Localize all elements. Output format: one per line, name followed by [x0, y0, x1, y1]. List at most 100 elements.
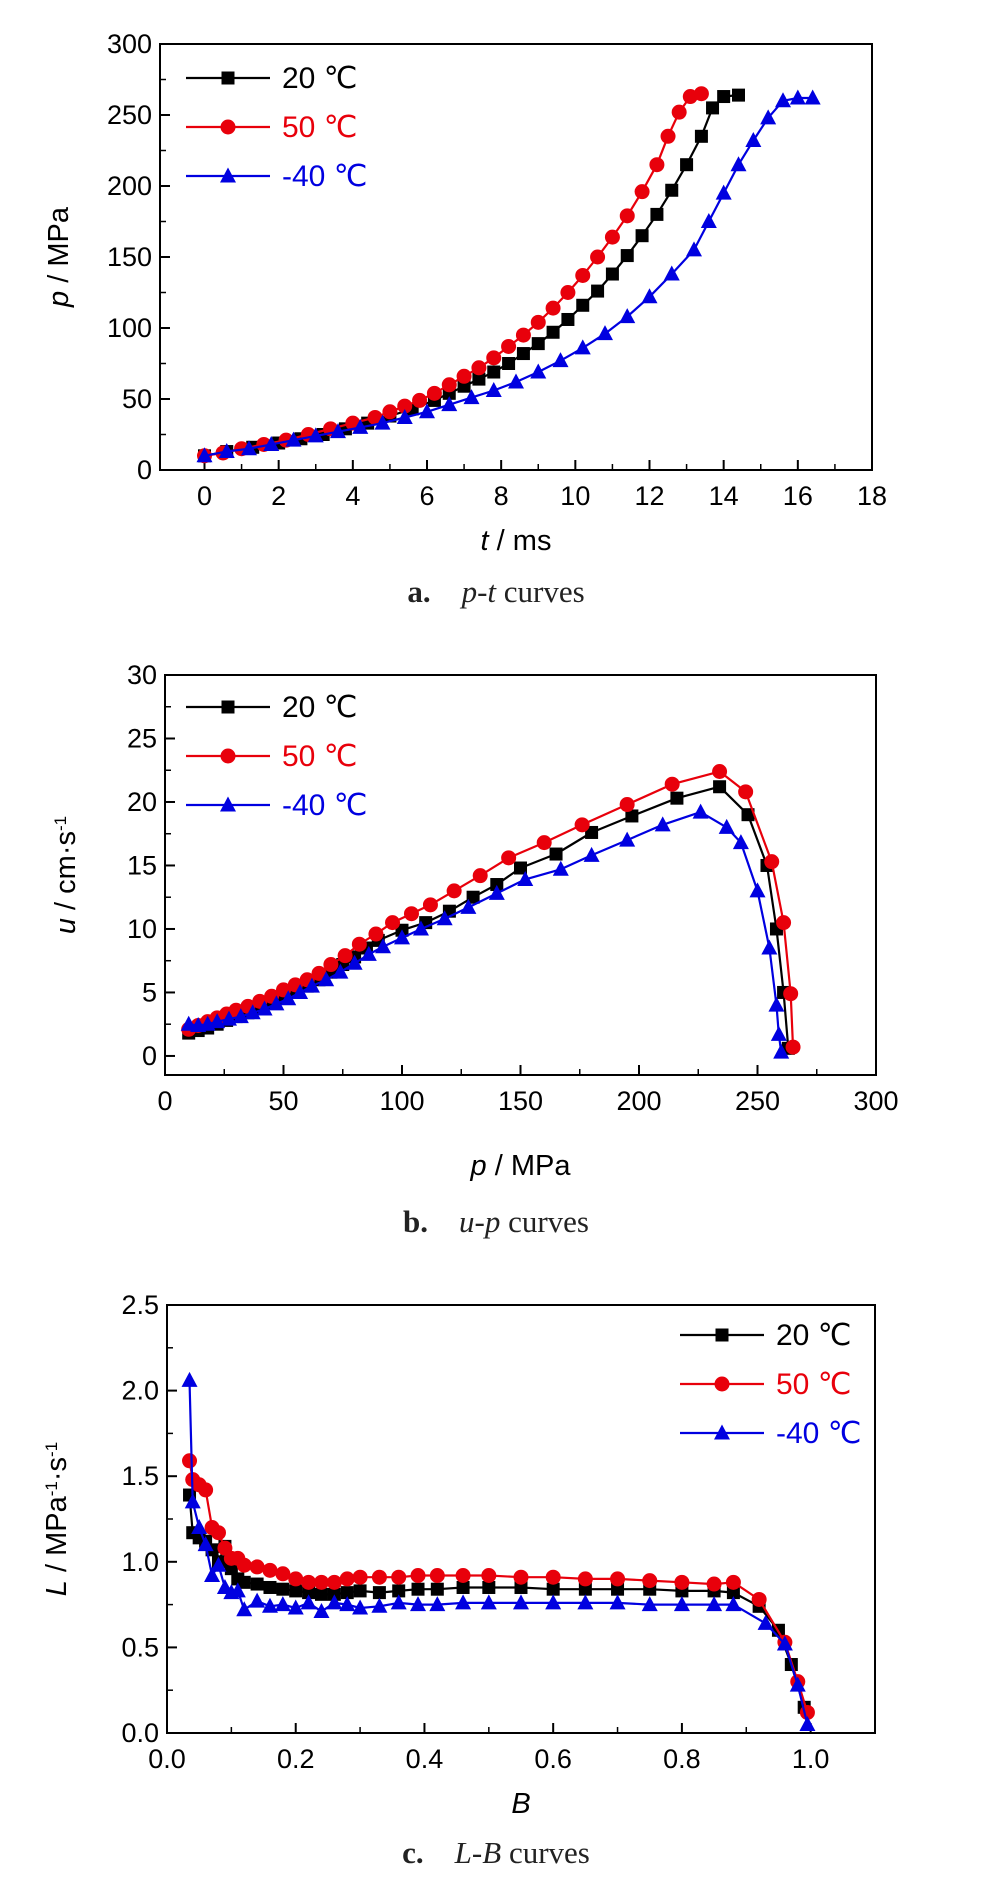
- data-point-marker: [577, 1594, 594, 1610]
- x-tick-label: 2: [271, 481, 286, 511]
- data-point-marker: [318, 971, 335, 987]
- series-0: [198, 88, 745, 463]
- legend-marker: [220, 748, 236, 764]
- series-2: [196, 89, 821, 463]
- x-tick-label: 200: [616, 1086, 661, 1116]
- data-point-marker: [292, 983, 309, 999]
- legend-label: 50 ℃: [282, 740, 357, 773]
- data-point-marker: [372, 1586, 386, 1600]
- data-point-marker: [501, 338, 517, 354]
- data-point-marker: [237, 1575, 251, 1589]
- data-point-marker: [218, 443, 235, 459]
- data-point-marker: [650, 207, 664, 221]
- data-point-marker: [196, 447, 213, 463]
- data-point-marker: [411, 1582, 425, 1596]
- data-point-marker: [351, 936, 367, 952]
- legend: 20 ℃ 50 ℃ -40 ℃: [186, 62, 367, 193]
- data-point-marker: [660, 128, 676, 144]
- data-point-marker: [241, 440, 257, 456]
- data-point-marker: [486, 350, 502, 366]
- data-point-marker: [481, 1567, 497, 1583]
- data-point-marker: [576, 298, 590, 312]
- data-point-marker: [513, 1569, 529, 1585]
- data-point-marker: [513, 1594, 529, 1610]
- data-point-marker: [285, 431, 302, 447]
- data-point-marker: [641, 1596, 658, 1612]
- legend-marker: [714, 1376, 730, 1392]
- data-point-marker: [706, 1576, 722, 1592]
- data-point-marker: [323, 957, 339, 973]
- data-point-marker: [706, 101, 720, 115]
- data-point-marker: [757, 1614, 774, 1630]
- series-line: [188, 810, 783, 1053]
- data-point-marker: [311, 965, 327, 981]
- data-point-marker: [545, 1594, 562, 1610]
- x-tick-label: 0.0: [148, 1744, 186, 1774]
- data-point-marker: [456, 368, 472, 384]
- x-tick-label: 18: [857, 481, 887, 511]
- data-point-marker: [367, 409, 383, 425]
- data-point-marker: [552, 860, 569, 876]
- series-line: [204, 92, 702, 457]
- y-tick-label: 1.5: [121, 1461, 159, 1491]
- data-point-marker: [232, 1008, 249, 1024]
- data-point-marker: [516, 347, 530, 361]
- data-point-marker: [303, 977, 320, 993]
- data-point-marker: [368, 926, 384, 942]
- data-point-marker: [546, 1582, 560, 1596]
- x-tick-label: 250: [735, 1086, 780, 1116]
- data-point-marker: [670, 791, 684, 805]
- data-point-marker: [578, 1582, 592, 1596]
- data-point-marker: [480, 1594, 497, 1610]
- data-point-marker: [663, 265, 680, 281]
- data-point-marker: [789, 1676, 806, 1692]
- data-point-marker: [713, 780, 727, 794]
- x-axis-label: p / MPa: [470, 1150, 572, 1182]
- legend-marker: [220, 119, 236, 135]
- data-point-marker: [268, 995, 285, 1011]
- x-tick-label: 0: [197, 481, 212, 511]
- y-tick-label: 0: [142, 1041, 157, 1071]
- data-point-marker: [665, 183, 679, 197]
- data-point-marker: [300, 1594, 317, 1610]
- data-point-marker: [773, 1043, 790, 1059]
- x-tick-label: 100: [379, 1086, 424, 1116]
- data-point-marker: [611, 1582, 625, 1596]
- data-point-marker: [261, 1597, 278, 1613]
- y-tick-label: 2.5: [121, 1290, 159, 1320]
- data-point-marker: [761, 939, 778, 955]
- data-point-marker: [262, 1562, 278, 1578]
- data-point-marker: [501, 850, 517, 866]
- y-tick-label: 30: [127, 660, 157, 690]
- data-point-marker: [256, 1000, 273, 1016]
- data-point-marker: [276, 1582, 290, 1596]
- data-point-marker: [209, 1013, 226, 1029]
- data-point-marker: [536, 835, 552, 851]
- data-point-marker: [326, 1594, 343, 1610]
- data-point-marker: [460, 898, 477, 914]
- data-point-marker: [726, 1586, 740, 1600]
- data-point-marker: [674, 1574, 690, 1590]
- data-point-marker: [412, 920, 429, 936]
- data-point-marker: [244, 1004, 261, 1020]
- x-axis-label: t / ms: [481, 525, 552, 557]
- series-1: [181, 764, 801, 1055]
- data-point-marker: [302, 1586, 316, 1600]
- x-axis-label: B: [511, 1788, 530, 1820]
- data-point-marker: [789, 89, 806, 105]
- legend-marker: [220, 167, 236, 183]
- data-point-marker: [332, 963, 349, 979]
- y-tick-label: 10: [127, 914, 157, 944]
- data-point-marker: [764, 854, 780, 870]
- figure-caption: a. p-t curves: [407, 574, 584, 609]
- data-point-marker: [352, 1569, 368, 1585]
- data-point-marker: [635, 229, 649, 243]
- legend-label: 20 ℃: [776, 1319, 851, 1352]
- y-tick-label: 250: [107, 100, 152, 130]
- data-point-marker: [229, 1582, 246, 1598]
- data-point-marker: [374, 414, 391, 430]
- data-point-marker: [514, 1580, 528, 1594]
- data-point-marker: [770, 1025, 787, 1041]
- data-point-marker: [530, 363, 547, 379]
- data-point-marker: [430, 1582, 444, 1596]
